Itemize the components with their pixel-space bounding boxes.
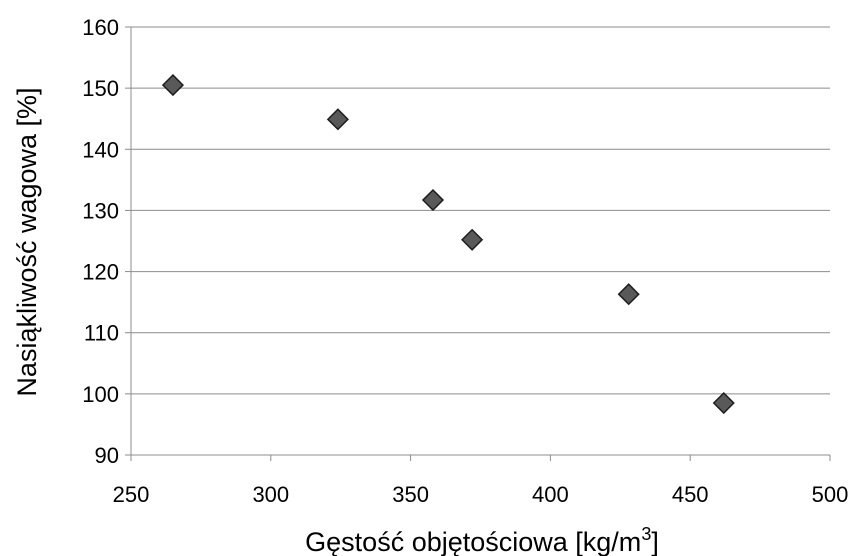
gridlines (131, 26, 830, 395)
y-tick-label-130: 130 (82, 198, 119, 223)
y-tick-label-110: 110 (84, 321, 119, 346)
x-tick-label-250: 250 (113, 482, 150, 507)
y-tick-label-100: 100 (82, 382, 119, 407)
y-tick-labels: 90 100 110 120 130 140 150 160 (82, 15, 119, 468)
x-axis-title-superscript: 3 (641, 524, 651, 544)
x-tick-label-450: 450 (672, 482, 709, 507)
data-point-4 (461, 228, 484, 251)
data-point-1 (161, 74, 185, 97)
x-tick-label-350: 350 (392, 482, 429, 507)
y-tick-label-140: 140 (82, 137, 119, 162)
x-axis-title: Gęstość objętościowa [kg/m3] (305, 524, 659, 556)
axes (125, 26, 831, 461)
data-point-3 (421, 188, 445, 212)
data-point-2 (326, 108, 349, 131)
y-tick-label-90: 90 (95, 443, 119, 468)
x-tick-labels: 250 300 350 400 450 500 (113, 482, 849, 507)
y-axis-title: Nasiąkliwość wagowa [%] (12, 87, 42, 396)
x-axis-title-main: Gęstość objętościowa [kg/m (305, 527, 641, 556)
x-tick-label-500: 500 (812, 482, 849, 507)
x-axis-title-end: ] (651, 527, 659, 556)
data-point-5 (617, 283, 640, 306)
y-tick-label-120: 120 (82, 260, 119, 285)
x-tick-label-300: 300 (252, 482, 289, 507)
y-tick-label-150: 150 (82, 76, 119, 101)
y-tick-label-160: 160 (82, 15, 119, 40)
data-point-6 (712, 391, 735, 415)
x-tick-label-400: 400 (532, 482, 569, 507)
data-points (161, 74, 735, 415)
